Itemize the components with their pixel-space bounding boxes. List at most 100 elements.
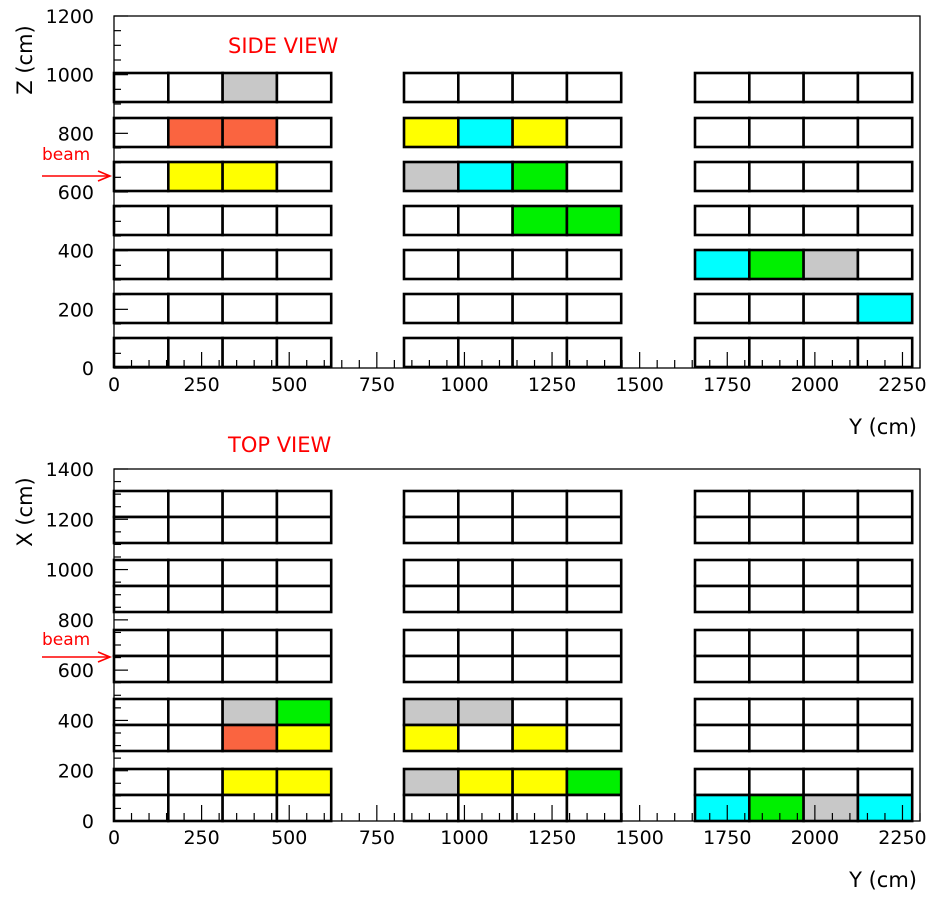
detector-cell	[167, 248, 224, 281]
detector-cell	[167, 292, 224, 325]
detector-cell	[275, 793, 333, 823]
detector-cell	[802, 248, 860, 281]
detector-cell	[456, 116, 514, 149]
detector-cell	[511, 723, 569, 753]
detector-cell	[747, 628, 805, 658]
detector-cell	[747, 515, 805, 545]
detector-cell	[275, 71, 333, 104]
detector-cell	[747, 767, 805, 797]
detector-cell	[565, 628, 623, 658]
detector-cell	[112, 248, 170, 281]
detector-cell	[747, 204, 805, 237]
detector-cell	[565, 489, 623, 519]
detector-cell	[402, 697, 460, 727]
detector-cell	[511, 767, 569, 797]
detector-cell	[167, 767, 224, 797]
detector-cell	[275, 515, 333, 545]
detector-cell	[221, 793, 279, 823]
detector-cell	[511, 160, 569, 193]
detector-cell	[565, 697, 623, 727]
x-tick-label: 1250	[528, 827, 576, 849]
detector-cell	[565, 160, 623, 193]
detector-cell	[856, 292, 914, 325]
detector-cell	[456, 654, 514, 684]
detector-cell	[221, 654, 279, 684]
detector-cell	[856, 584, 914, 614]
y-tick-label: 800	[58, 123, 94, 145]
detector-cell	[167, 654, 224, 684]
detector-cell	[565, 558, 623, 588]
y-tick-label: 1000	[46, 65, 94, 87]
detector-cell	[456, 767, 514, 797]
detector-cell	[693, 793, 751, 823]
x-tick-label: 1000	[440, 827, 488, 849]
detector-cell	[802, 793, 860, 823]
x-tick-label: 0	[108, 827, 120, 849]
x-tick-label: 0	[108, 374, 120, 396]
detector-cell	[167, 116, 224, 149]
x-tick-label: 2250	[878, 827, 926, 849]
detector-cell	[747, 336, 805, 369]
detector-cell	[511, 558, 569, 588]
detector-cell	[747, 654, 805, 684]
detector-cell	[856, 558, 914, 588]
detector-cell	[456, 292, 514, 325]
x-tick-label: 2250	[878, 374, 926, 396]
detector-cell	[456, 71, 514, 104]
detector-cell	[456, 793, 514, 823]
detector-cell	[565, 71, 623, 104]
x-tick-label: 1750	[703, 827, 751, 849]
detector-cell	[456, 558, 514, 588]
detector-cell	[275, 336, 333, 369]
detector-cell	[221, 204, 279, 237]
detector-cell	[693, 654, 751, 684]
y-tick-label: 1200	[46, 6, 94, 28]
x-tick-label: 1750	[703, 374, 751, 396]
detector-cell	[565, 204, 623, 237]
detector-cell	[221, 489, 279, 519]
detector-cell	[221, 558, 279, 588]
detector-cell	[802, 654, 860, 684]
y-tick-label: 200	[58, 299, 94, 321]
detector-cell	[693, 489, 751, 519]
detector-cell	[511, 584, 569, 614]
detector-cell	[275, 204, 333, 237]
detector-cell	[747, 71, 805, 104]
detector-cell	[112, 515, 170, 545]
side-view-panel: 0 250 500 750 1000 1250 1500 1750 2000 2250 0 200 40…	[13, 6, 927, 439]
detector-cell	[275, 489, 333, 519]
detector-cell	[747, 697, 805, 727]
y-tick-label: 600	[58, 182, 94, 204]
detector-cell	[456, 489, 514, 519]
detector-cell	[402, 489, 460, 519]
detector-cell	[747, 489, 805, 519]
x-tick-label: 750	[359, 374, 395, 396]
detector-cell	[167, 515, 224, 545]
detector-cell	[167, 160, 224, 193]
detector-cell	[167, 793, 224, 823]
detector-cell	[112, 654, 170, 684]
detector-cell	[511, 204, 569, 237]
detector-cell	[221, 767, 279, 797]
detector-cell	[856, 204, 914, 237]
beam-label: beam	[42, 145, 90, 165]
y-tick-label: 800	[58, 610, 94, 632]
y-axis-title: Z (cm)	[13, 25, 37, 94]
x-tick-label: 1500	[615, 827, 663, 849]
detector-cell	[275, 584, 333, 614]
detector-cell	[856, 723, 914, 753]
detector-cell	[565, 584, 623, 614]
detector-cell	[511, 654, 569, 684]
detector-cell	[456, 204, 514, 237]
x-tick-label: 250	[183, 374, 219, 396]
detector-cell	[112, 793, 170, 823]
detector-cell	[511, 116, 569, 149]
beam-label: beam	[42, 630, 90, 650]
detector-cell	[402, 515, 460, 545]
detector-cell	[565, 116, 623, 149]
detector-cell	[802, 204, 860, 237]
view-title: TOP VIEW	[227, 433, 332, 457]
detector-cell	[112, 489, 170, 519]
y-tick-label: 1000	[46, 560, 94, 582]
detector-cell	[693, 292, 751, 325]
